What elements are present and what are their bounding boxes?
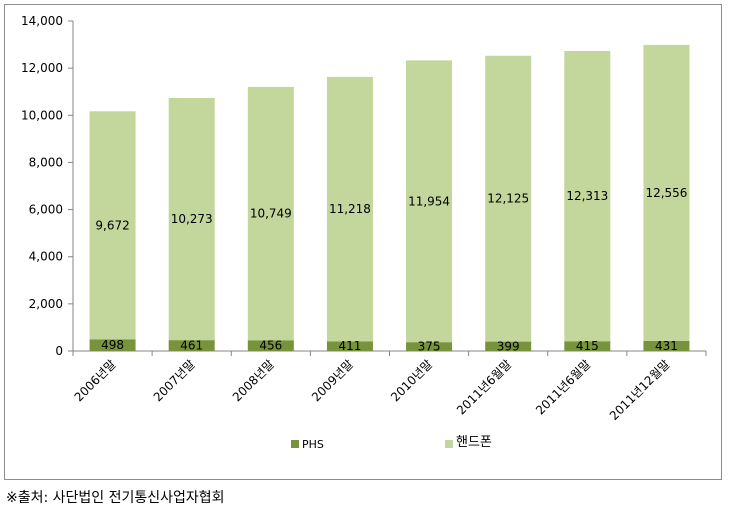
data-label-handphone: 11,954 <box>408 194 450 208</box>
bar-handphone <box>564 50 611 342</box>
y-tick-label: 6,000 <box>29 203 63 217</box>
y-tick-label: 4,000 <box>29 250 63 264</box>
legend-label-phs: PHS <box>302 438 324 451</box>
bar-handphone <box>485 55 532 342</box>
data-label-handphone: 10,749 <box>250 207 292 221</box>
bar-phs <box>326 341 373 351</box>
x-tick-label: 2010년말 <box>388 357 435 404</box>
bar-handphone <box>643 44 690 341</box>
data-label-phs: 411 <box>338 339 361 353</box>
data-label-phs: 456 <box>259 339 282 353</box>
x-tick-label: 2011년12월말 <box>607 357 673 423</box>
data-label-phs: 431 <box>655 339 678 353</box>
y-tick-label: 2,000 <box>29 297 63 311</box>
bar-phs <box>168 340 215 351</box>
y-tick-label: 10,000 <box>21 108 63 122</box>
x-tick-label: 2011년6월말 <box>533 357 593 417</box>
data-label-handphone: 11,218 <box>329 202 371 216</box>
legend-swatch-phs <box>291 440 299 448</box>
y-tick-label: 8,000 <box>29 155 63 169</box>
bar-handphone <box>326 76 373 342</box>
bar-handphone <box>89 111 136 340</box>
y-tick-label: 0 <box>55 344 63 358</box>
bar-phs <box>485 341 532 351</box>
bar-phs <box>247 340 294 351</box>
bar-handphone <box>247 86 294 341</box>
bar-handphone <box>406 60 453 343</box>
legend-label-handphone: 핸드폰 <box>456 434 492 450</box>
stacked-bar-chart: 0 2,000 4,000 6,000 8,000 10,000 12,000 14,000 4… <box>21 14 707 451</box>
bar-phs <box>89 339 136 351</box>
x-tick-label: 2011년6월말 <box>454 357 514 417</box>
x-tick-label: 2008년말 <box>230 357 277 404</box>
data-label-phs: 498 <box>101 338 124 352</box>
bar-phs <box>643 340 690 351</box>
source-note: ※출처: 사단법인 전기통신사업자협회 <box>6 490 225 506</box>
data-label-handphone: 12,125 <box>487 192 529 206</box>
y-tick-label: 14,000 <box>21 14 63 28</box>
bar-handphone <box>168 97 215 341</box>
data-label-handphone: 10,273 <box>171 212 213 226</box>
data-label-phs: 461 <box>180 339 203 353</box>
x-tick-label: 2007년말 <box>151 357 198 404</box>
x-tick-label: 2006년말 <box>72 357 119 404</box>
data-label-phs: 399 <box>497 339 520 353</box>
bar-phs <box>564 341 611 351</box>
data-label-handphone: 9,672 <box>95 218 129 232</box>
x-tick-label: 2009년말 <box>309 357 356 404</box>
y-tick-label: 12,000 <box>21 61 63 75</box>
data-label-phs: 415 <box>576 339 599 353</box>
legend-swatch-handphone <box>445 440 453 448</box>
data-label-phs: 375 <box>418 340 441 354</box>
bar-phs <box>406 342 453 351</box>
data-label-handphone: 12,556 <box>645 186 687 200</box>
data-label-handphone: 12,313 <box>566 189 608 203</box>
